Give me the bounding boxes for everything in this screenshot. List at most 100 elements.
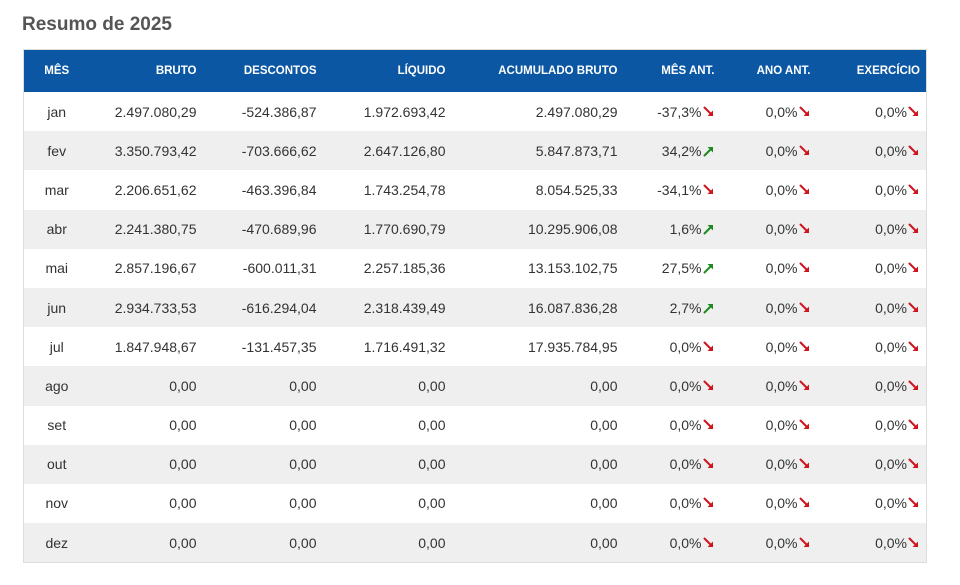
cell-exercicio: 0,0% — [816, 209, 927, 249]
trend-down-icon — [908, 497, 920, 509]
cell-bruto: 0,00 — [89, 366, 203, 406]
percent-value: 0,0% — [765, 417, 798, 434]
cell-acumulado: 0,00 — [451, 366, 624, 406]
cell-acumulado: 17.935.784,95 — [451, 327, 624, 367]
summary-table: MÊS BRUTO DESCONTOS LÍQUIDO ACUMULADO BR… — [23, 49, 927, 564]
trend-down-icon — [799, 184, 811, 196]
header-mes-ant: MÊS ANT. — [623, 49, 721, 92]
percent-value: 0,0% — [669, 456, 702, 473]
table-row: jan 2.497.080,29 -524.386,87 1.972.693,42 2.… — [23, 92, 927, 132]
cell-mes: fev — [23, 131, 90, 171]
trend-down-icon — [908, 458, 920, 470]
trend-down-icon — [799, 145, 811, 157]
trend-up-icon — [703, 302, 715, 314]
percent-value: 0,0% — [875, 338, 907, 355]
percent-value: 0,0% — [669, 495, 702, 512]
percent-value: 0,0% — [669, 417, 702, 434]
header-exercicio: EXERCÍCIO — [816, 49, 927, 92]
cell-descontos: 0,00 — [202, 444, 323, 484]
cell-acumulado: 13.153.102,75 — [451, 248, 624, 288]
header-liquido: LÍQUIDO — [322, 49, 452, 92]
cell-exercicio: 0,0% — [816, 483, 927, 524]
cell-bruto: 0,00 — [89, 483, 203, 524]
cell-exercicio: 0,0% — [816, 366, 927, 406]
cell-liquido: 1.716.491,32 — [322, 327, 452, 367]
cell-mes-ant: 2,7% — [623, 287, 721, 328]
cell-ano-ant: 0,0% — [720, 92, 817, 132]
percent-value: 34,2% — [661, 142, 702, 159]
cell-exercicio: 0,0% — [816, 248, 927, 288]
trend-down-icon — [703, 537, 715, 549]
table-row: jun 2.934.733,53 -616.294,04 2.318.439,49 16… — [23, 287, 927, 328]
cell-acumulado: 0,00 — [451, 483, 624, 524]
cell-bruto: 2.497.080,29 — [89, 92, 203, 132]
trend-down-icon — [908, 262, 920, 274]
cell-exercicio: 0,0% — [816, 523, 927, 563]
percent-value: 0,0% — [875, 260, 907, 277]
trend-down-icon — [703, 106, 715, 118]
cell-mes: nov — [23, 483, 90, 524]
cell-mes: abr — [23, 209, 90, 249]
table-row: dez 0,00 0,00 0,00 0,00 0,0% 0,0% 0,0% — [23, 523, 927, 563]
cell-liquido: 1.743.254,78 — [322, 170, 452, 210]
percent-value: 0,0% — [765, 377, 798, 394]
cell-bruto: 2.857.196,67 — [89, 248, 203, 288]
percent-value: 0,0% — [875, 495, 907, 512]
cell-ano-ant: 0,0% — [720, 209, 817, 249]
percent-value: 0,0% — [669, 338, 702, 355]
cell-acumulado: 16.087.836,28 — [451, 287, 624, 328]
percent-value: 0,0% — [875, 142, 907, 159]
cell-ano-ant: 0,0% — [720, 444, 817, 484]
trend-down-icon — [908, 380, 920, 392]
table-row: fev 3.350.793,42 -703.666,62 2.647.126,80 5.… — [23, 131, 927, 171]
trend-down-icon — [703, 419, 715, 431]
cell-liquido: 2.318.439,49 — [322, 287, 452, 328]
percent-value: 0,0% — [765, 181, 798, 198]
cell-descontos: -600.011,31 — [202, 248, 323, 288]
cell-ano-ant: 0,0% — [720, 327, 817, 367]
cell-liquido: 1.972.693,42 — [322, 92, 452, 132]
cell-bruto: 3.350.793,42 — [89, 131, 203, 171]
cell-mes-ant: -37,3% — [623, 92, 721, 132]
cell-ano-ant: 0,0% — [720, 366, 817, 406]
cell-bruto: 1.847.948,67 — [89, 327, 203, 367]
percent-value: 0,0% — [875, 299, 907, 316]
cell-liquido: 0,00 — [322, 523, 452, 563]
cell-bruto: 2.241.380,75 — [89, 209, 203, 249]
percent-value: 0,0% — [875, 377, 907, 394]
cell-mes-ant: 0,0% — [623, 327, 721, 367]
cell-liquido: 1.770.690,79 — [322, 209, 452, 249]
cell-acumulado: 0,00 — [451, 444, 624, 484]
cell-descontos: -463.396,84 — [202, 170, 323, 210]
percent-value: 0,0% — [765, 495, 798, 512]
cell-mes-ant: 0,0% — [623, 523, 721, 563]
cell-liquido: 0,00 — [322, 366, 452, 406]
cell-exercicio: 0,0% — [816, 405, 927, 445]
cell-mes-ant: 27,5% — [623, 248, 721, 288]
percent-value: 2,7% — [669, 299, 702, 316]
cell-liquido: 2.257.185,36 — [322, 248, 452, 288]
trend-down-icon — [908, 223, 920, 235]
cell-mes: jul — [23, 327, 90, 367]
table-row: out 0,00 0,00 0,00 0,00 0,0% 0,0% 0,0% — [23, 444, 927, 484]
cell-mes: jun — [23, 287, 90, 328]
cell-acumulado: 0,00 — [451, 523, 624, 563]
table-row: jul 1.847.948,67 -131.457,35 1.716.491,32 17… — [23, 327, 927, 367]
cell-ano-ant: 0,0% — [720, 248, 817, 288]
cell-liquido: 2.647.126,80 — [322, 131, 452, 171]
cell-acumulado: 8.054.525,33 — [451, 170, 624, 210]
cell-mes-ant: 0,0% — [623, 483, 721, 524]
cell-ano-ant: 0,0% — [720, 483, 817, 524]
cell-ano-ant: 0,0% — [720, 523, 817, 563]
percent-value: 0,0% — [875, 221, 907, 238]
cell-ano-ant: 0,0% — [720, 287, 817, 328]
percent-value: 0,0% — [765, 221, 798, 238]
cell-exercicio: 0,0% — [816, 131, 927, 171]
cell-bruto: 0,00 — [89, 405, 203, 445]
cell-mes-ant: 34,2% — [623, 131, 721, 171]
cell-bruto: 2.206.651,62 — [89, 170, 203, 210]
table-row: mai 2.857.196,67 -600.011,31 2.257.185,36 13… — [23, 248, 927, 288]
percent-value: 0,0% — [765, 299, 798, 316]
percent-value: -37,3% — [657, 103, 702, 120]
